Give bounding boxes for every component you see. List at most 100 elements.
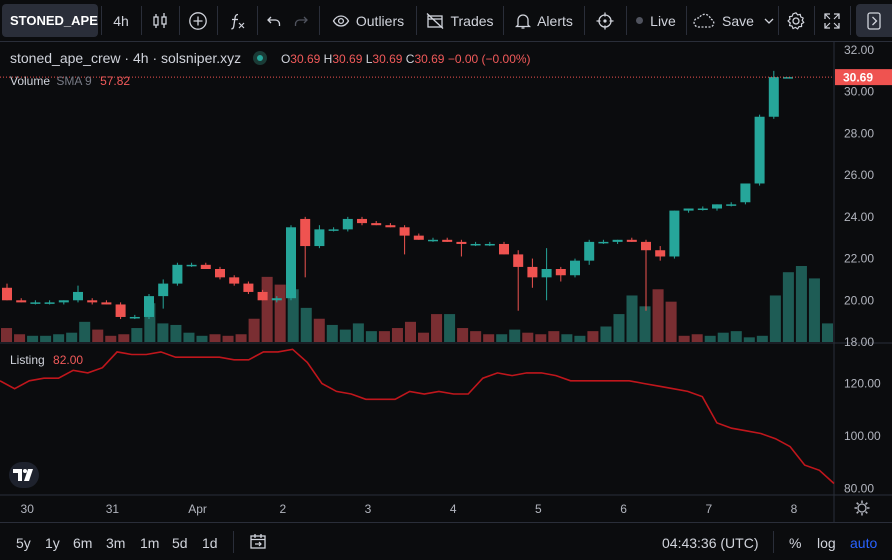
eye-icon bbox=[332, 12, 350, 30]
goto-date-button[interactable] bbox=[249, 533, 267, 554]
candle-body bbox=[768, 77, 779, 117]
volume-bar bbox=[118, 334, 130, 342]
replay-target-button[interactable] bbox=[588, 4, 622, 37]
axis-settings-icon-tooth bbox=[865, 511, 868, 514]
toolbar-divider bbox=[179, 6, 180, 35]
ohlc-values: O30.69 H30.69 L30.69 C30.69 −0.00 (−0.00… bbox=[281, 52, 531, 66]
range-1d-button[interactable]: 1d bbox=[202, 535, 218, 551]
listing-label[interactable]: Listing bbox=[10, 353, 45, 367]
fullscreen-button[interactable] bbox=[817, 4, 847, 37]
last-price-tag-label: 30.69 bbox=[843, 71, 873, 85]
volume-bars bbox=[1, 266, 833, 342]
candle-body bbox=[740, 183, 751, 203]
range-1m-button[interactable]: 1m bbox=[140, 535, 160, 551]
redo-icon bbox=[292, 12, 310, 30]
candle-body bbox=[484, 243, 495, 246]
candle-body bbox=[726, 204, 737, 206]
symbol-search-button[interactable]: STONED_APE bbox=[2, 4, 98, 37]
candle-body bbox=[541, 269, 552, 278]
axis-settings-icon[interactable] bbox=[857, 503, 867, 513]
price-tick-label: 18.00 bbox=[844, 335, 874, 349]
save-button[interactable]: Save bbox=[690, 4, 776, 37]
volume-bar bbox=[782, 272, 794, 342]
price-grid bbox=[0, 42, 892, 522]
volume-bar bbox=[795, 266, 807, 342]
volume-bar bbox=[613, 314, 625, 342]
market-status-icon[interactable] bbox=[253, 51, 268, 65]
percent-scale-toggle[interactable]: % bbox=[789, 535, 802, 551]
candle-body bbox=[371, 223, 382, 226]
time-tick-label: 8 bbox=[791, 502, 798, 516]
range-5y-button[interactable]: 5y bbox=[16, 535, 31, 551]
settings-button[interactable] bbox=[781, 4, 811, 37]
chart-area[interactable]: 30.69 18.00 20.00 22.00 24.00 26.00 28.00 30.0… bbox=[0, 42, 892, 522]
candle-body bbox=[612, 239, 623, 242]
volume-bar bbox=[652, 289, 664, 342]
low-label: L bbox=[365, 52, 373, 66]
cloud-icon bbox=[692, 13, 716, 29]
legend-symbol[interactable]: stoned_ape_crew bbox=[10, 50, 121, 66]
tradingview-logo[interactable] bbox=[9, 462, 39, 488]
price-tick-label: 24.00 bbox=[844, 210, 874, 224]
time-tick-label: 4 bbox=[450, 502, 457, 516]
toolbar-divider bbox=[416, 6, 417, 35]
range-6m-button[interactable]: 6m bbox=[73, 535, 93, 551]
volume-bar bbox=[535, 334, 547, 342]
trades-button[interactable]: Trades bbox=[421, 4, 499, 37]
volume-label[interactable]: Volume bbox=[10, 74, 51, 88]
candle-body bbox=[30, 302, 41, 304]
candle-body bbox=[499, 243, 509, 255]
volume-bar bbox=[378, 331, 390, 342]
log-scale-toggle[interactable]: log bbox=[817, 535, 836, 551]
volume-bar bbox=[27, 335, 39, 342]
volume-value: 57.82 bbox=[100, 74, 131, 88]
candle-body bbox=[44, 302, 55, 304]
candle-body bbox=[215, 269, 225, 278]
live-button[interactable]: Live bbox=[630, 4, 682, 37]
last-price-tag bbox=[835, 69, 892, 86]
candle-body bbox=[428, 239, 438, 242]
alerts-button[interactable]: Alerts bbox=[508, 4, 580, 37]
candle-body bbox=[385, 225, 396, 228]
candle-body bbox=[229, 277, 240, 284]
volume-bar bbox=[66, 332, 78, 342]
redo-button[interactable] bbox=[289, 4, 313, 37]
close-label: C bbox=[405, 52, 415, 66]
candle-body bbox=[101, 302, 112, 305]
candle-body bbox=[683, 208, 694, 211]
volume-bar bbox=[561, 334, 573, 342]
trades-hidden-icon bbox=[426, 12, 444, 30]
volume-bar bbox=[79, 321, 91, 342]
auto-scale-toggle[interactable]: auto bbox=[850, 535, 878, 551]
candle-body bbox=[257, 291, 268, 301]
clock-time[interactable]: 04:43:36 (UTC) bbox=[662, 535, 759, 551]
indicators-button[interactable] bbox=[220, 4, 254, 37]
candle-body bbox=[669, 210, 680, 257]
top-toolbar: STONED_APE 4h Outliers bbox=[0, 0, 892, 42]
volume-bar bbox=[756, 335, 768, 342]
compare-button[interactable] bbox=[182, 4, 214, 37]
interval-label: 4h bbox=[113, 12, 129, 29]
candle-body bbox=[470, 243, 481, 246]
undo-button[interactable] bbox=[262, 4, 286, 37]
range-5d-button[interactable]: 5d bbox=[172, 535, 188, 551]
axis-settings-icon-tooth bbox=[856, 502, 859, 505]
candle-body bbox=[328, 229, 339, 231]
toolbar-divider bbox=[319, 6, 320, 35]
outliers-button[interactable]: Outliers bbox=[324, 4, 412, 37]
range-1y-button[interactable]: 1y bbox=[45, 535, 60, 551]
toolbar-divider bbox=[584, 6, 585, 35]
chart-canvas[interactable]: 30.69 18.00 20.00 22.00 24.00 26.00 28.00 30.0… bbox=[0, 42, 892, 522]
volume-bar bbox=[313, 318, 325, 342]
interval-button[interactable]: 4h bbox=[104, 4, 138, 37]
axis-settings-icon-tooth bbox=[865, 502, 868, 505]
price-tick-label: 26.00 bbox=[844, 168, 874, 182]
time-tick-label: 5 bbox=[535, 502, 542, 516]
time-tick-label: 2 bbox=[279, 502, 286, 516]
range-3m-button[interactable]: 3m bbox=[106, 535, 126, 551]
toolbar-divider bbox=[141, 6, 142, 35]
chart-type-button[interactable] bbox=[144, 4, 176, 37]
volume-bar bbox=[287, 289, 299, 342]
screenshot-button[interactable] bbox=[856, 4, 892, 37]
alerts-label: Alerts bbox=[537, 12, 573, 29]
